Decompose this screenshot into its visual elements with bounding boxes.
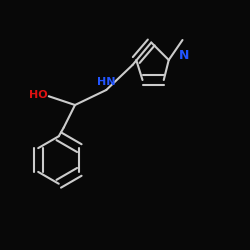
Text: HO: HO <box>30 90 48 100</box>
Text: N: N <box>179 49 189 62</box>
Text: HN: HN <box>97 77 116 87</box>
